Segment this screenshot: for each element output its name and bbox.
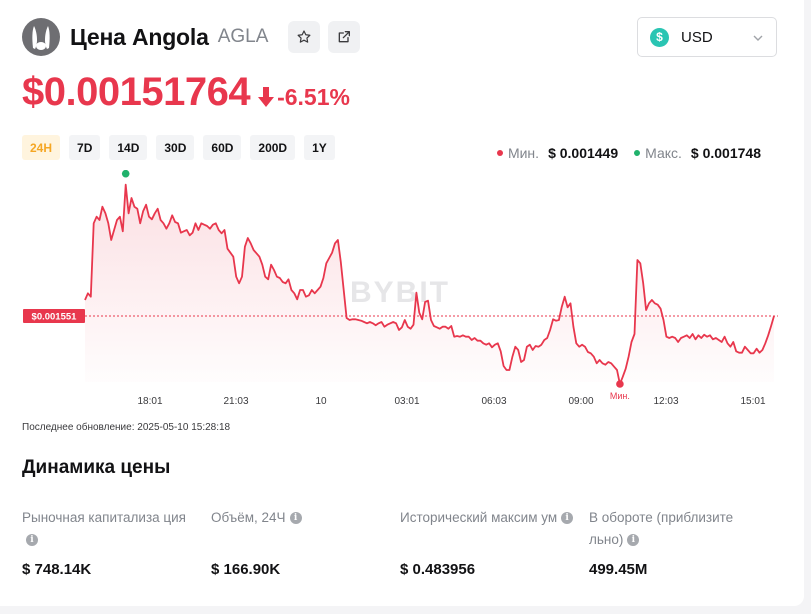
info-icon[interactable]: i: [289, 512, 302, 525]
currency-label: USD: [681, 28, 713, 46]
arrow-down-icon: [258, 87, 275, 107]
min-value: $ 0.001449: [548, 145, 619, 161]
section-title: Динамика цены: [22, 457, 171, 478]
current-price: $0.00151764: [22, 70, 251, 114]
stat-volume-24h: Объём, 24Ч i $ 166.90K: [211, 507, 386, 578]
price-row: $0.00151764 -6.51%: [22, 70, 350, 115]
share-button[interactable]: [328, 21, 361, 53]
stat-value: $ 0.483956: [400, 561, 476, 578]
coin-name: Цена Angola: [70, 23, 209, 50]
current-price-label: $0.001551: [32, 312, 78, 323]
tab-7d[interactable]: 7D: [69, 135, 101, 160]
stat-all-time-high: Исторический максим ум i $ 0.483956: [400, 507, 575, 578]
stat-label: В обороте (приблизите льно) i: [589, 510, 734, 547]
x-tick-label: 21:03: [223, 396, 248, 407]
price-area: [85, 184, 774, 384]
x-tick-label: 10: [315, 396, 327, 407]
chevron-down-icon: [753, 35, 763, 41]
info-icon[interactable]: i: [627, 534, 640, 547]
stat-market-cap: Рыночная капитализа цияi $ 748.14K: [22, 507, 197, 578]
min-marker: [616, 380, 624, 388]
info-icon[interactable]: i: [26, 534, 38, 547]
x-tick-label: 03:01: [394, 396, 419, 407]
stat-value: 499.45M: [589, 561, 648, 578]
stat-circulating-supply: В обороте (приблизите льно) i 499.45M: [589, 507, 764, 578]
x-tick-label: 15:01: [740, 396, 765, 407]
min-marker-label: Мин.: [610, 391, 630, 401]
max-label: Макс.: [645, 145, 682, 161]
tab-24h[interactable]: 24H: [22, 135, 61, 160]
info-icon[interactable]: i: [561, 512, 574, 525]
angola-coin-logo-icon: [22, 18, 60, 56]
price-card: Цена Angola AGLA $ USD $0.00151764 -6.51…: [0, 0, 804, 606]
price-change: -6.51%: [277, 84, 350, 110]
min-dot: [496, 150, 503, 156]
stat-label: Рыночная капитализа цияi: [22, 510, 186, 547]
x-tick-label: 12:03: [653, 396, 678, 407]
tab-30d[interactable]: 30D: [156, 135, 195, 160]
favorite-button[interactable]: [288, 21, 321, 53]
tab-1y[interactable]: 1Y: [304, 135, 335, 160]
tab-14d[interactable]: 14D: [109, 135, 148, 160]
x-tick-label: 09:00: [568, 396, 593, 407]
stat-label: Объём, 24Ч i: [211, 507, 386, 529]
x-tick-label: 06:03: [481, 396, 506, 407]
stat-label: Исторический максим ум i: [400, 507, 575, 529]
coin-ticker: AGLA: [217, 26, 269, 47]
price-line: [84, 183, 775, 385]
coin-header: Цена Angola AGLA: [22, 18, 361, 56]
current-price-label-bg: [23, 309, 85, 323]
currency-select[interactable]: $ USD: [637, 17, 777, 57]
tab-60d[interactable]: 60D: [203, 135, 242, 160]
min-max-legend: Мин. $ 0.001449 Макс. $ 0.001748: [496, 145, 761, 161]
max-value: $ 0.001748: [690, 145, 761, 161]
tab-200d[interactable]: 200D: [250, 135, 296, 160]
max-dot: [634, 150, 641, 156]
last-updated: Последнее обновление: 2025-05-10 15:28:1…: [22, 422, 231, 433]
external-link-icon: [339, 31, 351, 43]
range-tabs: 24H 7D 14D 30D 60D 200D 1Y: [22, 135, 344, 160]
max-marker: [121, 170, 130, 178]
x-tick-label: 18:01: [137, 396, 162, 407]
dollar-circle-icon: $: [650, 27, 669, 47]
stat-value: $ 166.90K: [211, 561, 281, 578]
min-label: Мин.: [507, 145, 540, 161]
stat-value: $ 748.14K: [22, 561, 92, 578]
price-chart[interactable]: BYBIT $0.001551Макс.Мин. 18:0121:031003:…: [0, 170, 804, 410]
bybit-watermark: BYBIT: [350, 276, 450, 309]
star-icon: [297, 30, 311, 43]
